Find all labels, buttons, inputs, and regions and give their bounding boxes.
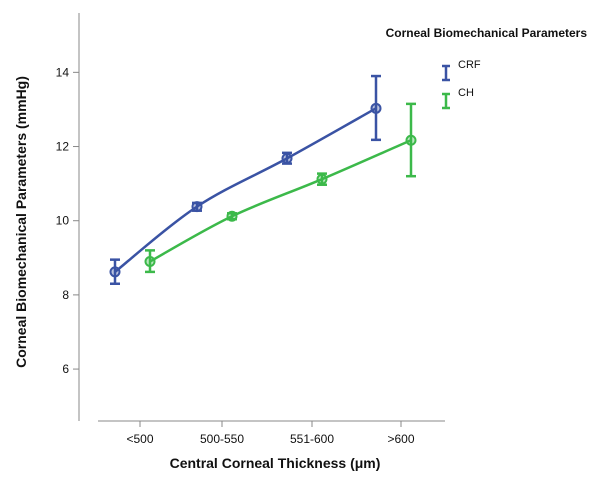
series-ch	[144, 102, 417, 274]
legend-title: Corneal Biomechanical Parameters	[386, 26, 588, 40]
y-tick-label: 6	[62, 362, 69, 376]
data-point	[144, 256, 156, 268]
series-line	[149, 139, 412, 263]
x-axis: <500 500-550 551-600 >600	[98, 420, 445, 446]
y-tick-label: 10	[56, 214, 70, 228]
x-ticks: <500 500-550 551-600 >600	[126, 421, 415, 446]
y-tick-label: 8	[62, 288, 69, 302]
x-tick-label: 551-600	[290, 432, 334, 446]
y-axis-title: Corneal Biomechanical Parameters (mmHg)	[13, 76, 29, 368]
y-tick-label: 14	[56, 65, 70, 79]
data-point	[370, 102, 382, 114]
y-ticks: 6 8 10 12 14	[56, 65, 79, 376]
y-tick-label: 12	[56, 140, 70, 154]
x-axis-title: Central Corneal Thickness (μm)	[170, 455, 381, 471]
x-tick-label: 500-550	[200, 432, 244, 446]
data-point	[191, 201, 203, 213]
data-point	[226, 210, 238, 222]
legend-label: CH	[458, 87, 474, 99]
series-crf	[109, 74, 382, 286]
legend-item-crf: CRF	[442, 59, 481, 82]
data-point	[281, 152, 293, 164]
data-point	[316, 173, 328, 185]
data-point	[405, 134, 417, 146]
y-axis: 6 8 10 12 14	[56, 13, 80, 421]
data-point	[109, 266, 121, 278]
series-layer	[109, 74, 417, 286]
legend: Corneal Biomechanical Parameters CRF CH	[386, 26, 588, 110]
x-tick-label: <500	[126, 432, 153, 446]
legend-item-ch: CH	[442, 87, 474, 110]
legend-label: CRF	[458, 59, 481, 71]
x-tick-label: >600	[387, 432, 414, 446]
legend-items: CRF CH	[442, 59, 481, 110]
series-line	[114, 107, 377, 273]
